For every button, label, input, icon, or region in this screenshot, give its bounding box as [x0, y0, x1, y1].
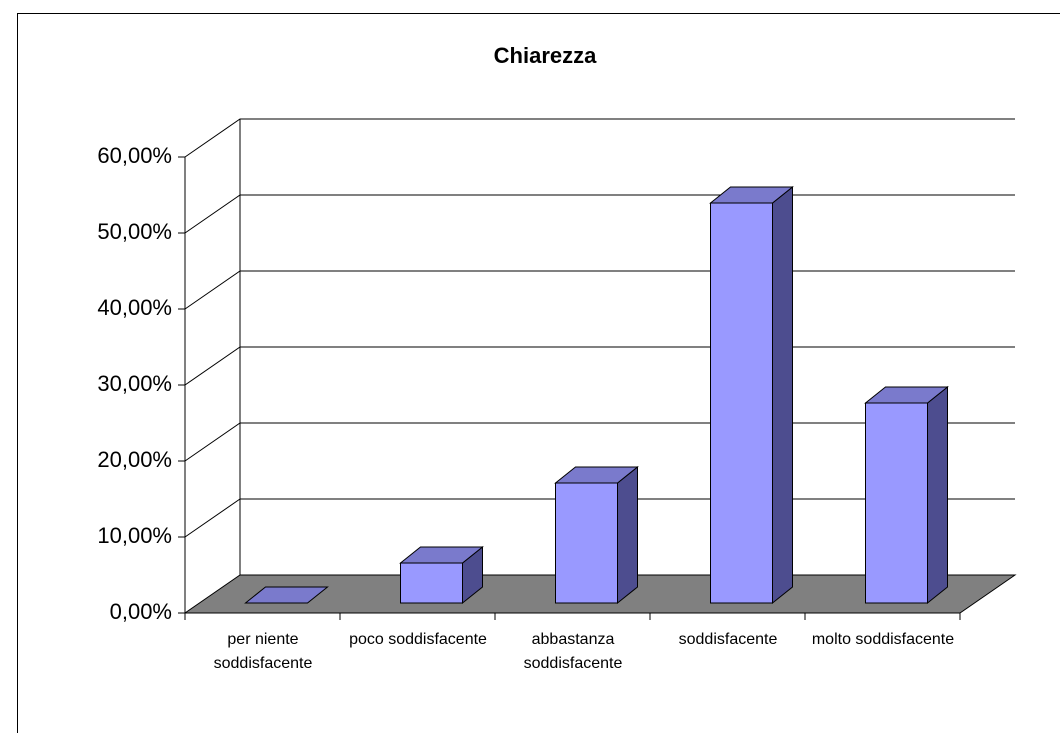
y-tick-label: 40,00% — [97, 295, 172, 320]
y-tick-label: 50,00% — [97, 219, 172, 244]
bar-front — [710, 202, 773, 604]
bar-top — [864, 386, 949, 404]
y-tick-label: 20,00% — [97, 447, 172, 472]
y-tick-label: 10,00% — [97, 523, 172, 548]
bar-top — [399, 546, 484, 564]
chart-border — [17, 13, 1060, 733]
x-tick-label: per niente soddisfacente — [213, 631, 313, 672]
x-tick-label: molto soddisfacente — [811, 631, 955, 648]
bar-side — [617, 465, 638, 605]
x-tick-label: soddisfacente — [678, 631, 778, 648]
bar-top — [554, 466, 639, 484]
y-tick-label: 0,00% — [110, 599, 172, 624]
y-tick-label: 60,00% — [97, 143, 172, 168]
bar-side — [927, 385, 948, 605]
bar-top — [709, 186, 794, 204]
bar-top — [244, 586, 329, 604]
y-tick-label: 30,00% — [97, 371, 172, 396]
bar-front — [865, 402, 928, 604]
bar-front — [400, 562, 463, 604]
chart-title: Chiarezza — [494, 43, 597, 68]
bar-front — [555, 482, 618, 604]
x-tick-label: abbastanza soddisfacente — [523, 631, 623, 672]
bar-side — [772, 185, 793, 605]
grid-line — [184, 118, 1015, 158]
x-tick-label: poco soddisfacente — [349, 631, 487, 648]
